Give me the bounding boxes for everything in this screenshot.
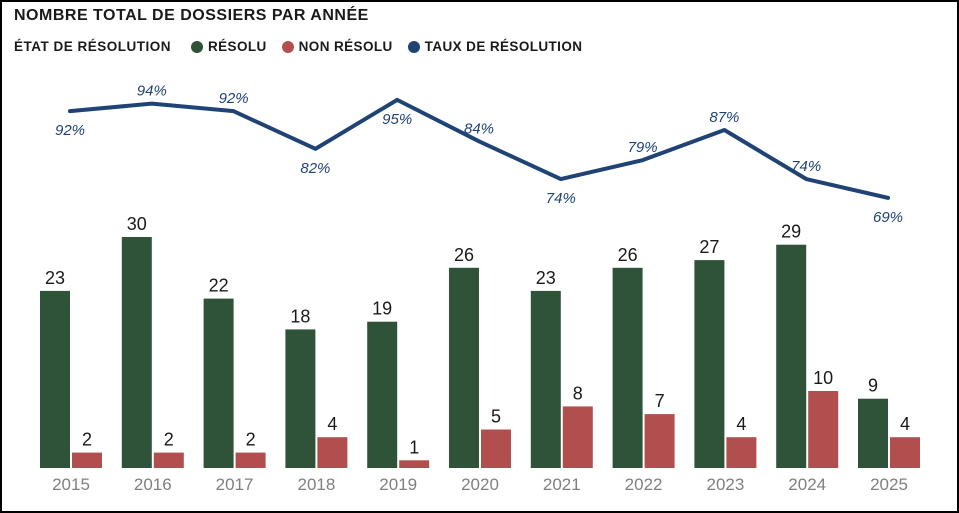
x-axis-label-2025: 2025	[870, 475, 908, 494]
line-label-2018: 82%	[300, 160, 330, 177]
bar-value-non-resolu-2018: 4	[327, 414, 337, 434]
x-axis-label-2024: 2024	[788, 475, 826, 494]
bar-value-resolu-2023: 27	[699, 237, 719, 257]
x-axis-label-2017: 2017	[216, 475, 254, 494]
taux-swatch-icon	[407, 40, 420, 53]
legend-item-non-resolu[interactable]: NON RÉSOLU	[281, 39, 393, 54]
bar-value-non-resolu-2024: 10	[813, 368, 833, 388]
bar-non-resolu-2017[interactable]	[235, 452, 266, 468]
bar-non-resolu-2016[interactable]	[153, 452, 184, 468]
bar-value-resolu-2022: 26	[618, 245, 638, 265]
bar-non-resolu-2025[interactable]	[890, 437, 920, 468]
bar-resolu-2025[interactable]	[858, 398, 888, 468]
x-axis-label-2020: 2020	[461, 475, 499, 494]
bar-non-resolu-2024[interactable]	[808, 391, 839, 468]
x-axis-label-2022: 2022	[625, 475, 663, 494]
page-title: NOMBRE TOTAL DE DOSSIERS PAR ANNÉE	[14, 7, 369, 24]
bar-resolu-2018[interactable]	[285, 329, 316, 468]
x-axis-label-2019: 2019	[379, 475, 417, 494]
bar-value-non-resolu-2020: 5	[491, 407, 501, 427]
line-label-2020: 84%	[464, 120, 494, 137]
bar-resolu-2021[interactable]	[530, 290, 561, 468]
line-label-2022: 79%	[628, 139, 658, 156]
bar-value-non-resolu-2022: 7	[655, 391, 665, 411]
legend-item-taux-de-resolution[interactable]: TAUX DE RÉSOLUTION	[407, 39, 583, 54]
legend-item-resolu[interactable]: RÉSOLU	[191, 39, 267, 54]
line-label-2025: 69%	[873, 209, 903, 226]
bar-non-resolu-2021[interactable]	[562, 406, 593, 468]
x-axis-label-2015: 2015	[52, 475, 90, 494]
legend-item-label: RÉSOLU	[208, 39, 267, 54]
line-label-2024: 74%	[791, 158, 821, 175]
bar-value-non-resolu-2015: 2	[82, 430, 92, 450]
bar-non-resolu-2020[interactable]	[481, 429, 511, 469]
bar-resolu-2016[interactable]	[121, 237, 152, 468]
legend-item-label: TAUX DE RÉSOLUTION	[424, 39, 583, 54]
bar-non-resolu-2018[interactable]	[317, 437, 348, 468]
bar-value-resolu-2016: 30	[127, 214, 147, 234]
bar-value-resolu-2017: 22	[209, 276, 229, 296]
bar-resolu-2019[interactable]	[367, 321, 398, 468]
bar-value-non-resolu-2019: 1	[409, 437, 419, 457]
bar-resolu-2024[interactable]	[776, 244, 807, 468]
bar-value-resolu-2015: 23	[45, 268, 65, 288]
bar-resolu-2015[interactable]	[40, 290, 70, 468]
bar-non-resolu-2015[interactable]	[72, 452, 102, 468]
bar-resolu-2020[interactable]	[449, 267, 479, 468]
line-label-2017: 92%	[219, 90, 249, 107]
bar-value-non-resolu-2017: 2	[246, 430, 256, 450]
resolu-swatch-icon	[191, 40, 203, 53]
bar-resolu-2022[interactable]	[612, 267, 643, 468]
taux-de-resolution-line	[68, 97, 890, 200]
bar-value-resolu-2025: 9	[868, 376, 878, 396]
legend: ÉTAT DE RÉSOLUTION RÉSOLU NON RÉSOLU TAU…	[14, 39, 582, 54]
bar-value-resolu-2020: 26	[454, 245, 474, 265]
bar-non-resolu-2022[interactable]	[644, 414, 675, 468]
bar-value-non-resolu-2016: 2	[164, 430, 174, 450]
line-label-2019: 95%	[382, 111, 412, 128]
bar-resolu-2017[interactable]	[203, 298, 234, 468]
line-label-2016: 94%	[137, 83, 167, 100]
x-axis-label-2021: 2021	[543, 475, 581, 494]
bar-non-resolu-2019[interactable]	[399, 460, 430, 468]
bar-non-resolu-2023[interactable]	[726, 437, 757, 468]
bar-value-non-resolu-2021: 8	[573, 383, 583, 403]
bar-value-non-resolu-2025: 4	[900, 414, 910, 434]
line-label-2021: 74%	[546, 190, 576, 207]
bar-value-resolu-2018: 18	[290, 306, 310, 326]
x-axis-label-2018: 2018	[297, 475, 335, 494]
bar-value-non-resolu-2023: 4	[736, 414, 746, 434]
legend-title: ÉTAT DE RÉSOLUTION	[14, 39, 171, 54]
bar-resolu-2023[interactable]	[694, 260, 725, 468]
legend-item-label: NON RÉSOLU	[298, 39, 393, 54]
bar-value-resolu-2019: 19	[372, 299, 392, 319]
bar-value-resolu-2021: 23	[536, 268, 556, 288]
line-label-2015: 92%	[55, 122, 85, 139]
line-label-2023: 87%	[709, 109, 739, 126]
bar-value-resolu-2024: 29	[781, 222, 801, 242]
non-resolu-swatch-icon	[281, 40, 294, 53]
x-axis-label-2023: 2023	[706, 475, 744, 494]
x-axis-label-2016: 2016	[134, 475, 172, 494]
